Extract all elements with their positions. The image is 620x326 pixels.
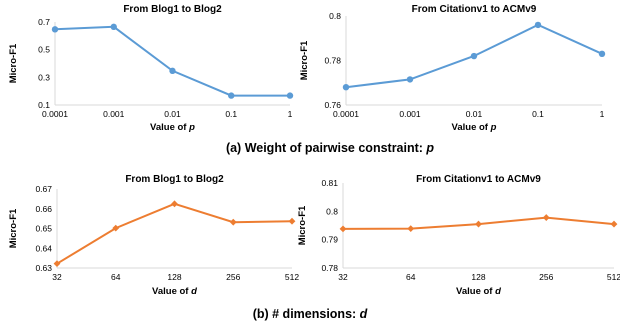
x-axis-label-prefix: Value of <box>456 286 495 297</box>
y-tick-label: 0.3 <box>38 72 50 82</box>
x-tick-label: 64 <box>111 272 121 282</box>
x-tick-label: 0.01 <box>164 109 181 119</box>
chart-title: From Blog1 to Blog2 <box>125 174 224 185</box>
caption-b-var: d <box>360 307 368 321</box>
data-point <box>610 220 618 228</box>
y-tick-label: 0.67 <box>35 184 52 194</box>
y-axis-label: Micro-F1 <box>8 43 19 83</box>
x-tick-label: 32 <box>52 272 62 282</box>
caption-b-prefix: (b) # dimensions: <box>253 307 360 321</box>
data-point <box>534 21 542 29</box>
x-tick-label: 64 <box>406 272 416 282</box>
data-point <box>228 92 235 99</box>
x-axis-label-var: p <box>490 122 497 133</box>
y-tick-label: 0.66 <box>35 204 52 214</box>
x-axis-label: Value of d <box>152 286 197 297</box>
caption-b: (b) # dimensions: d <box>253 307 368 321</box>
data-point <box>475 220 482 228</box>
data-point <box>171 200 178 208</box>
x-tick-label: 512 <box>607 272 620 282</box>
chart-panels: 0.1 0.3 0.5 0.7 0.0001 0.001 0.01 0.1 1 From Blog… <box>8 4 620 297</box>
data-point <box>406 76 414 83</box>
x-tick-label: 0.1 <box>532 109 544 119</box>
y-tick-label: 0.78 <box>321 263 338 273</box>
x-tick-label: 0.001 <box>399 109 421 119</box>
data-point <box>286 92 294 99</box>
chart-panel-2: 0.76 0.78 0.8 0.0001 0.001 0.01 0.1 1 From Citat… <box>299 4 606 133</box>
x-axis-label: Value of p <box>452 122 497 133</box>
x-axis-label: Value of p <box>150 122 195 133</box>
series-line <box>56 202 293 265</box>
data-point <box>229 218 237 226</box>
data-point <box>169 67 176 75</box>
y-tick-label: 0.64 <box>35 243 52 253</box>
chart-title: From Blog1 to Blog2 <box>123 4 222 15</box>
caption-a-var: p <box>425 141 434 155</box>
x-tick-label: 256 <box>226 272 240 282</box>
data-point <box>110 23 117 31</box>
chart-panel-1: 0.1 0.3 0.5 0.7 0.0001 0.001 0.01 0.1 1 From Blog… <box>8 4 294 133</box>
x-tick-label: 0.001 <box>103 109 125 119</box>
y-tick-label: 0.1 <box>38 100 50 110</box>
x-tick-label: 1 <box>288 109 293 119</box>
y-tick-label: 0.5 <box>38 45 50 55</box>
data-point <box>339 225 347 233</box>
x-tick-label: 0.0001 <box>333 109 359 119</box>
x-axis-label-prefix: Value of <box>152 286 191 297</box>
x-tick-label: 256 <box>539 272 553 282</box>
y-axis-label: Micro-F1 <box>297 205 308 245</box>
data-point <box>53 260 61 268</box>
chart-panel-3: 0.63 0.64 0.65 0.66 0.67 32 64 128 256 512 From Bl… <box>8 174 299 297</box>
y-tick-label: 0.63 <box>35 263 52 273</box>
data-point <box>598 50 606 58</box>
caption-a-prefix: (a) Weight of pairwise constraint: <box>226 141 426 155</box>
series-line <box>54 25 290 97</box>
y-tick-label: 0.78 <box>324 56 341 66</box>
y-tick-label: 0.8 <box>329 11 341 21</box>
y-tick-label: 0.65 <box>35 224 52 234</box>
y-axis-label: Micro-F1 <box>8 208 19 248</box>
data-point <box>51 26 59 33</box>
x-axis-label-var: d <box>191 286 197 297</box>
y-axis-label: Micro-F1 <box>299 40 310 80</box>
x-tick-label: 0.0001 <box>42 109 68 119</box>
x-axis-label-var: p <box>188 122 195 133</box>
x-tick-label: 0.01 <box>466 109 483 119</box>
y-tick-label: 0.79 <box>321 235 338 245</box>
x-axis-label-prefix: Value of <box>150 122 189 133</box>
x-tick-label: 512 <box>285 272 299 282</box>
x-tick-label: 32 <box>338 272 348 282</box>
y-tick-label: 0.7 <box>38 17 50 27</box>
x-axis-label-prefix: Value of <box>452 122 491 133</box>
x-tick-label: 128 <box>167 272 181 282</box>
y-tick-label: 0.81 <box>321 178 338 188</box>
chart-title: From Citationv1 to ACMv9 <box>416 174 541 185</box>
data-point <box>112 224 120 232</box>
data-point <box>407 225 415 233</box>
chart-panel-4: 0.78 0.79 0.8 0.81 32 64 128 256 512 From Citatio… <box>297 174 620 297</box>
x-axis-label-var: d <box>495 286 501 297</box>
data-point <box>342 84 350 91</box>
x-axis-label: Value of d <box>456 286 501 297</box>
data-point <box>288 217 296 225</box>
data-point <box>470 52 478 60</box>
x-tick-label: 128 <box>471 272 485 282</box>
x-tick-label: 0.1 <box>225 109 237 119</box>
caption-a: (a) Weight of pairwise constraint: p <box>226 141 434 155</box>
chart-title: From Citationv1 to ACMv9 <box>412 4 537 15</box>
data-point <box>542 214 550 221</box>
x-tick-label: 1 <box>600 109 605 119</box>
y-tick-label: 0.76 <box>324 100 341 110</box>
y-tick-label: 0.8 <box>326 206 338 216</box>
